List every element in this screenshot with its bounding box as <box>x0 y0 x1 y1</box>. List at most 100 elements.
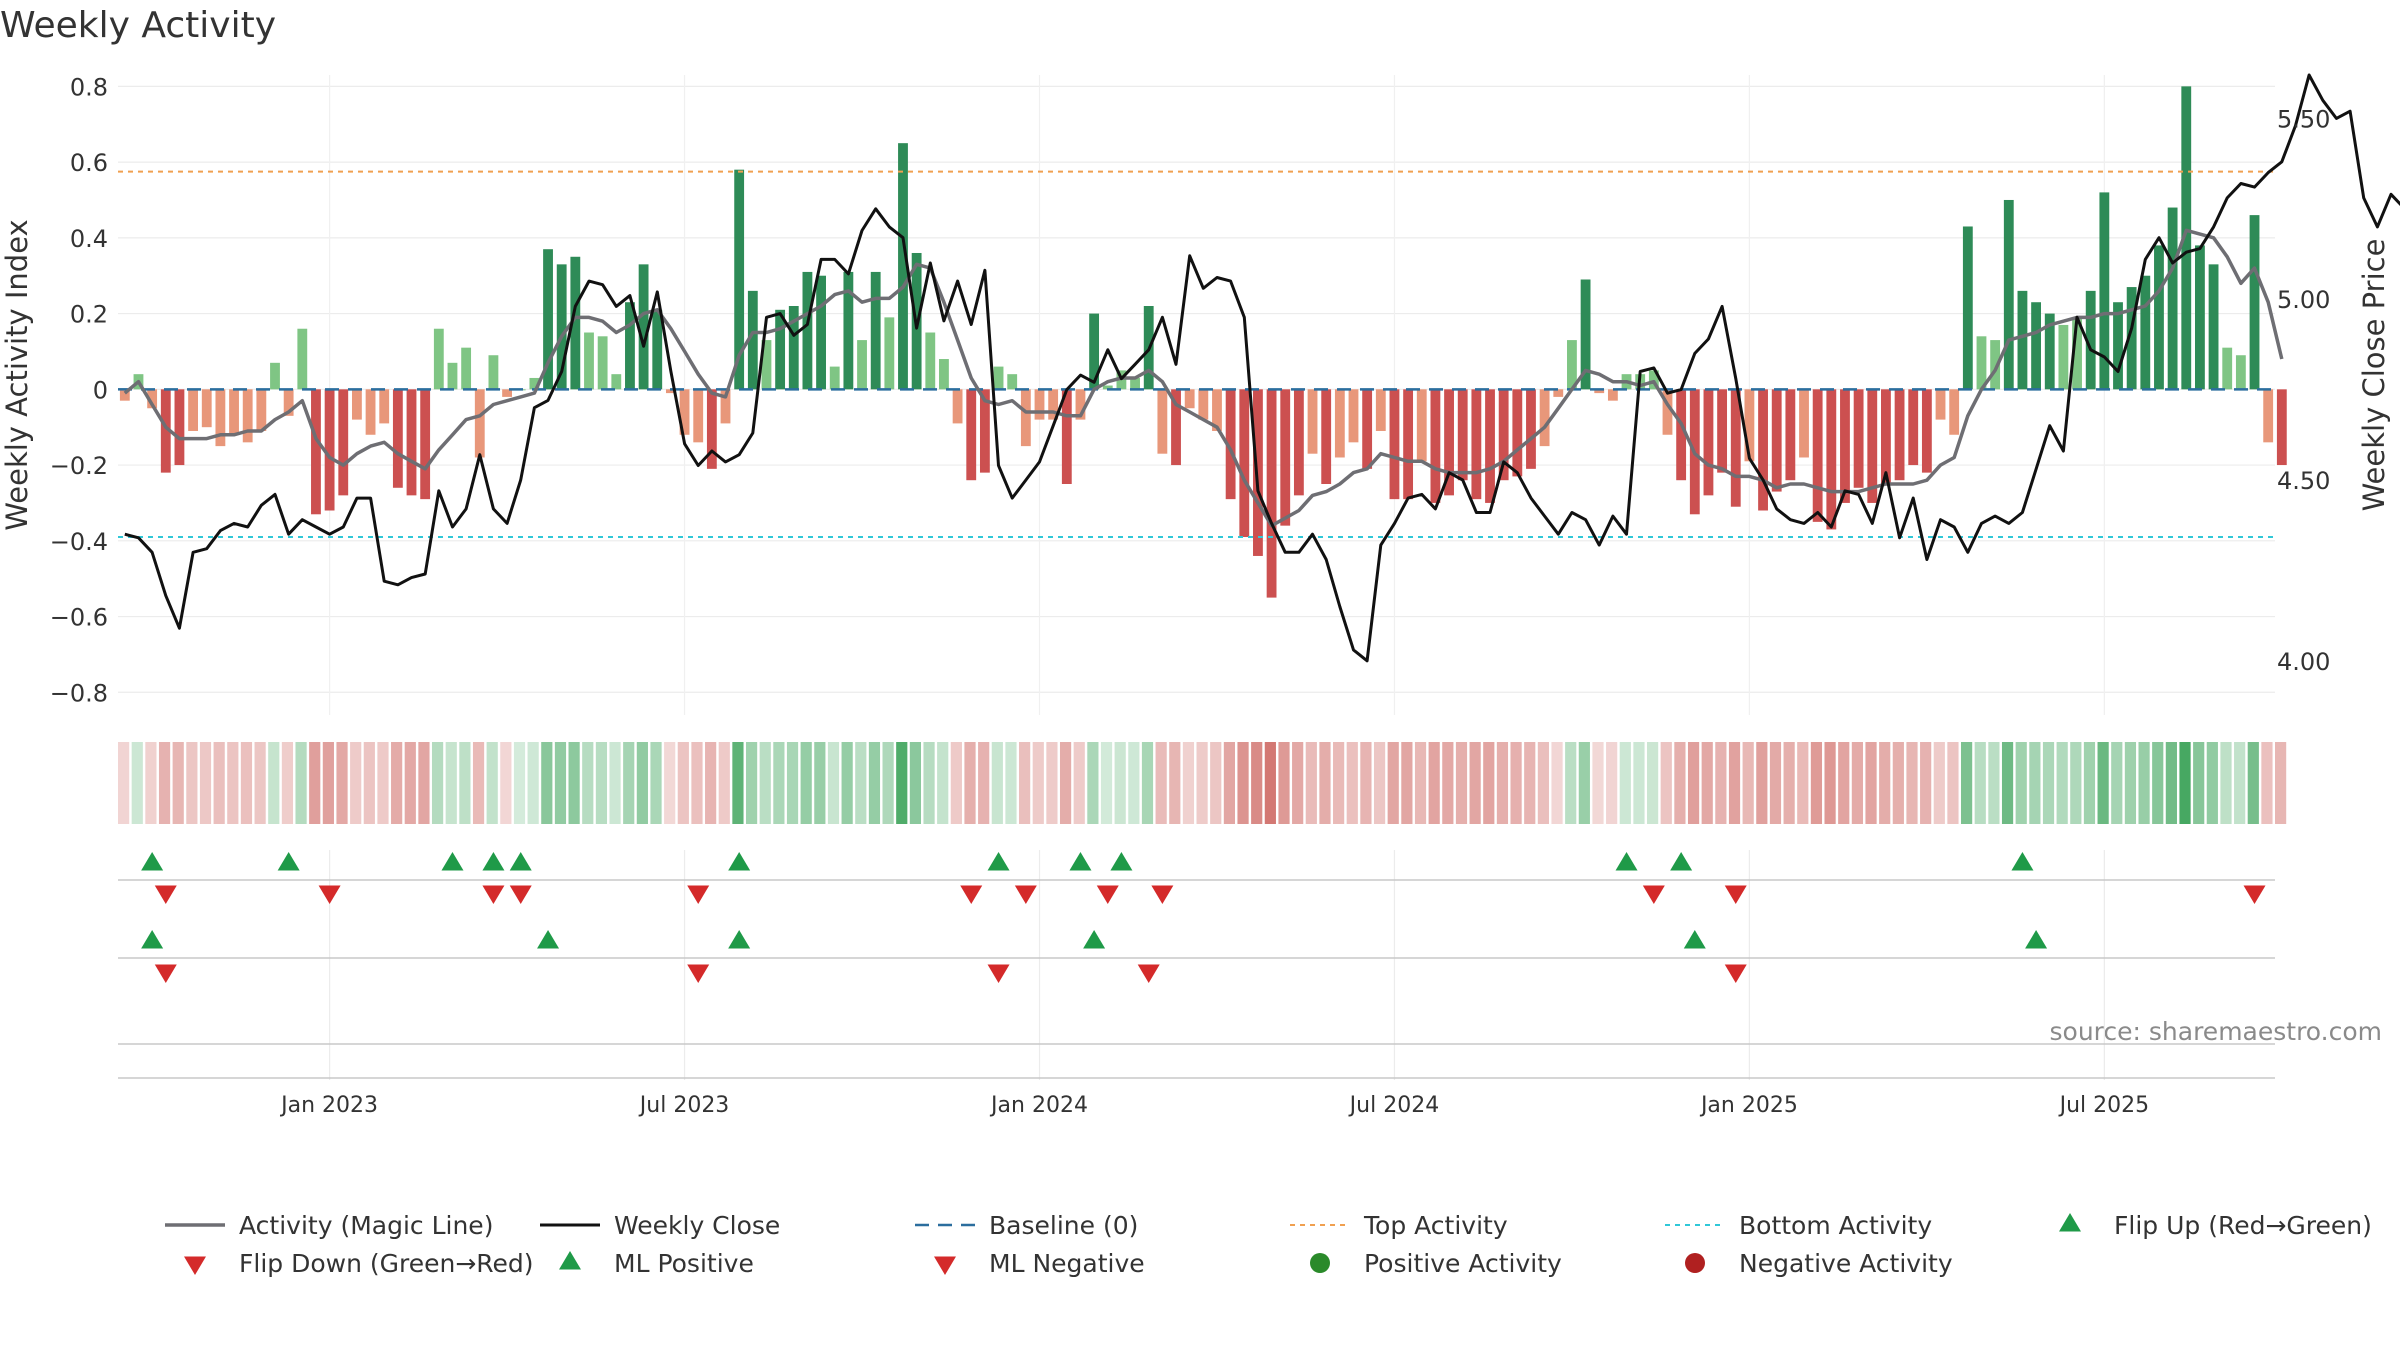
flip-down-marker <box>1642 885 1665 904</box>
heat-cell <box>541 742 553 824</box>
source-label: source: sharemaestro.com <box>2050 1017 2383 1046</box>
activity-bar <box>365 389 376 435</box>
activity-bar <box>556 264 567 390</box>
activity-bar <box>1771 389 1782 492</box>
heat-cell <box>1019 742 1031 824</box>
heat-cell <box>1496 742 1509 824</box>
flip-up-marker <box>509 852 532 871</box>
heat-cell <box>2001 742 2014 824</box>
heat-cell <box>1100 742 1113 824</box>
heat-cell <box>418 742 430 824</box>
activity-bar <box>1717 389 1728 473</box>
activity-bar <box>2058 324 2069 390</box>
heat-cell <box>1578 742 1590 824</box>
heat-cell <box>472 742 485 824</box>
activity-bar <box>2085 290 2096 390</box>
heat-cell <box>1606 742 1618 824</box>
activity-bar <box>898 143 908 390</box>
grid-layer <box>118 75 2275 1080</box>
heat-cell <box>377 742 389 824</box>
heat-cell <box>2097 742 2109 824</box>
y-tick-label: 0.2 <box>70 301 108 329</box>
heat-cell <box>664 742 676 824</box>
heat-cell <box>1155 742 1167 824</box>
activity-bar <box>543 249 553 390</box>
flip-up-marker <box>2011 852 2034 871</box>
activity-bar <box>1921 389 1932 473</box>
activity-bar <box>1321 389 1332 484</box>
activity-bar <box>1048 389 1059 420</box>
y-tick-label: 0 <box>93 376 108 404</box>
legend-label: Bottom Activity <box>1739 1211 1932 1240</box>
heat-cell <box>896 742 908 824</box>
activity-bar <box>1334 389 1345 458</box>
activity-bar <box>1949 389 1960 435</box>
heat-cell <box>1073 742 1085 824</box>
ml-positive-marker <box>2025 930 2048 949</box>
heat-cell <box>1838 742 1850 824</box>
activity-bar <box>242 389 253 443</box>
heat-cell <box>500 742 512 824</box>
activity-bar <box>761 340 772 390</box>
activity-bar <box>2140 275 2151 390</box>
heat-cell <box>868 742 881 824</box>
activity-bar <box>1266 389 1277 598</box>
heat-cell <box>445 742 457 824</box>
activity-bar <box>1457 389 1468 481</box>
heat-cell <box>227 742 239 824</box>
x-tick-label: Jul 2023 <box>638 1093 730 1118</box>
activity-bar <box>1034 389 1045 420</box>
activity-bar <box>1061 389 1072 484</box>
heat-cell <box>691 742 703 824</box>
heat-cell <box>773 742 785 824</box>
heat-cell <box>1879 742 1891 824</box>
activity-bar <box>2167 207 2178 390</box>
heat-cell <box>1715 742 1727 824</box>
heat-cell <box>2165 742 2177 824</box>
heat-cell <box>1455 742 1468 824</box>
y-axis-label: Weekly Activity Index <box>0 219 34 530</box>
heat-cell <box>295 742 307 824</box>
activity-bar <box>1840 389 1850 503</box>
activity-bar <box>201 389 212 428</box>
heat-cell <box>1742 742 1754 824</box>
activity-bar <box>420 389 431 500</box>
heat-cell <box>1005 742 1017 824</box>
activity-bar <box>2113 302 2123 390</box>
activity-bar <box>406 389 417 496</box>
ml-negative-marker <box>687 964 710 983</box>
activity-bar <box>2235 355 2246 390</box>
heat-cell <box>814 742 826 824</box>
heat-cell <box>131 742 143 824</box>
activity-bar <box>1567 340 1577 390</box>
flip-up-marker <box>441 852 464 871</box>
heat-cell <box>1851 742 1863 824</box>
activity-bar <box>611 374 622 390</box>
heat-cell <box>677 742 689 824</box>
heat-cell <box>1892 742 1904 824</box>
heat-cell <box>1769 742 1782 824</box>
heat-cell <box>1373 742 1386 824</box>
activity-bar <box>1607 389 1618 401</box>
y2-tick-label: 5.50 <box>2277 105 2330 133</box>
activity-bar <box>1785 389 1796 481</box>
activity-bar <box>1990 340 2001 390</box>
activity-bar <box>843 271 854 390</box>
heat-cell <box>855 742 867 824</box>
activity-bar <box>1130 377 1140 390</box>
activity-bar <box>884 317 895 390</box>
heat-cell <box>2070 742 2082 824</box>
heat-cell <box>964 742 976 824</box>
activity-bar <box>1075 389 1086 420</box>
flip-up-marker <box>728 852 751 871</box>
activity-bar <box>1894 389 1905 481</box>
activity-bar <box>1512 389 1523 477</box>
activity-bar <box>870 271 881 390</box>
activity-bar <box>351 389 362 420</box>
activity-bar <box>1526 389 1536 469</box>
activity-bar <box>1444 389 1454 496</box>
heat-cell <box>568 742 580 824</box>
activity-bar <box>229 389 239 435</box>
activity-bar <box>570 256 581 390</box>
